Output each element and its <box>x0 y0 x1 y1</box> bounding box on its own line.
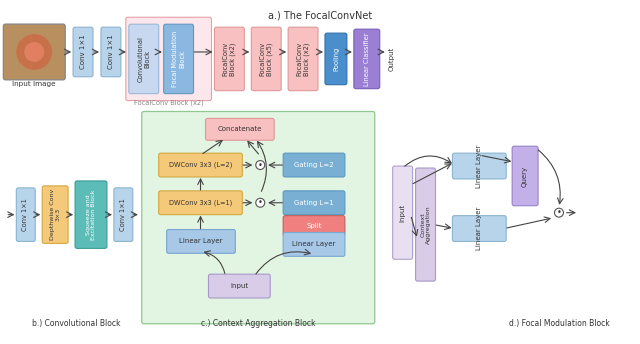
Text: Convolutional
Block: Convolutional Block <box>137 36 150 82</box>
FancyBboxPatch shape <box>283 153 345 177</box>
FancyBboxPatch shape <box>283 233 345 256</box>
Text: Focal Modulation
Block: Focal Modulation Block <box>172 31 185 87</box>
FancyBboxPatch shape <box>42 186 68 244</box>
FancyBboxPatch shape <box>159 191 243 215</box>
FancyBboxPatch shape <box>101 27 121 77</box>
Text: Split: Split <box>307 223 322 228</box>
Text: Concatenate: Concatenate <box>217 126 262 132</box>
Text: Context
Aggregation: Context Aggregation <box>420 205 431 244</box>
FancyBboxPatch shape <box>354 29 380 89</box>
FancyBboxPatch shape <box>415 168 435 281</box>
Text: Input: Input <box>399 204 406 222</box>
Text: FocalConv
Block (x5): FocalConv Block (x5) <box>259 42 273 76</box>
Text: d.) Focal Modulation Block: d.) Focal Modulation Block <box>509 319 609 328</box>
FancyBboxPatch shape <box>114 188 133 241</box>
Text: Conv 1×1: Conv 1×1 <box>22 198 28 231</box>
FancyBboxPatch shape <box>283 191 345 215</box>
FancyBboxPatch shape <box>325 33 347 85</box>
FancyBboxPatch shape <box>17 188 35 241</box>
Text: Linear Classifier: Linear Classifier <box>364 32 370 86</box>
Text: a.) The FocalConvNet: a.) The FocalConvNet <box>268 10 372 20</box>
Text: FocalConv Block (x2): FocalConv Block (x2) <box>134 99 204 106</box>
FancyBboxPatch shape <box>159 153 243 177</box>
FancyBboxPatch shape <box>3 24 65 80</box>
FancyBboxPatch shape <box>209 274 270 298</box>
FancyBboxPatch shape <box>252 27 281 91</box>
Circle shape <box>256 198 265 207</box>
FancyBboxPatch shape <box>512 146 538 206</box>
FancyBboxPatch shape <box>283 216 345 236</box>
Text: Conv 1×1: Conv 1×1 <box>108 35 114 69</box>
Text: Input Image: Input Image <box>12 81 56 87</box>
Circle shape <box>24 42 44 62</box>
Text: FocalConv
Block (x2): FocalConv Block (x2) <box>223 42 236 76</box>
Circle shape <box>17 34 52 70</box>
Text: Input: Input <box>230 283 248 289</box>
Text: FocalConv
Block (x2): FocalConv Block (x2) <box>296 42 310 76</box>
Text: DWConv 3x3 (L=1): DWConv 3x3 (L=1) <box>169 200 232 206</box>
Text: Conv 1×1: Conv 1×1 <box>80 35 86 69</box>
Text: DWConv 3x3 (L=2): DWConv 3x3 (L=2) <box>169 162 232 168</box>
Text: Gating L=1: Gating L=1 <box>294 200 334 206</box>
Circle shape <box>554 208 563 217</box>
Text: •: • <box>557 208 561 217</box>
FancyBboxPatch shape <box>288 27 318 91</box>
Text: Output: Output <box>388 47 395 71</box>
Text: Linear Layer: Linear Layer <box>179 238 222 245</box>
Text: •: • <box>258 198 262 207</box>
Text: Pooling: Pooling <box>333 47 339 71</box>
FancyBboxPatch shape <box>164 24 193 94</box>
Text: Gating L=2: Gating L=2 <box>294 162 334 168</box>
Text: Squeeze and
Excitation Block: Squeeze and Excitation Block <box>86 190 97 240</box>
Circle shape <box>256 161 265 170</box>
FancyBboxPatch shape <box>142 111 375 324</box>
FancyBboxPatch shape <box>452 153 506 179</box>
FancyBboxPatch shape <box>75 181 107 248</box>
FancyBboxPatch shape <box>129 24 159 94</box>
Text: •: • <box>258 161 262 170</box>
FancyBboxPatch shape <box>393 166 413 259</box>
FancyBboxPatch shape <box>166 229 236 253</box>
Text: Conv 1×1: Conv 1×1 <box>120 198 126 231</box>
FancyBboxPatch shape <box>214 27 244 91</box>
FancyBboxPatch shape <box>126 17 211 100</box>
Text: Linear Layer: Linear Layer <box>476 207 483 250</box>
FancyBboxPatch shape <box>73 27 93 77</box>
Text: Query: Query <box>522 165 528 186</box>
Text: Depthwise Conv
3×3: Depthwise Conv 3×3 <box>50 189 61 240</box>
Text: c.) Context Aggregation Block: c.) Context Aggregation Block <box>201 319 316 328</box>
Text: Linear Layer: Linear Layer <box>476 144 483 188</box>
FancyBboxPatch shape <box>452 216 506 241</box>
Text: Linear Layer: Linear Layer <box>292 241 336 247</box>
FancyBboxPatch shape <box>205 118 274 140</box>
FancyBboxPatch shape <box>3 24 65 80</box>
Text: b.) Convolutional Block: b.) Convolutional Block <box>32 319 120 328</box>
